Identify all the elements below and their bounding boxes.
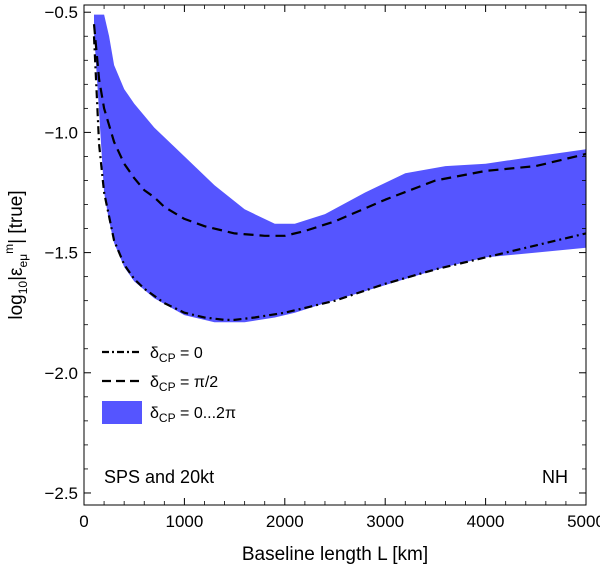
band-layer bbox=[94, 14, 586, 323]
series-line-dash-dot bbox=[92, 36, 586, 321]
y-tick-label: −0.5 bbox=[44, 3, 78, 22]
x-tick-label: 5000 bbox=[567, 512, 600, 531]
plot-frame bbox=[83, 4, 587, 506]
x-tick-label: 4000 bbox=[467, 512, 505, 531]
series-line-dashed bbox=[92, 24, 586, 237]
legend-label-dcp-range: δCP = 0...2π bbox=[150, 405, 236, 425]
series-band-dcp-range bbox=[94, 14, 586, 323]
y-tick-label: −2.5 bbox=[44, 484, 78, 503]
y-tick-label: −1.0 bbox=[44, 123, 78, 142]
y-axis-title: log10|εeμm| [true] bbox=[2, 190, 30, 319]
legend: δCP = 0 δCP = π/2 δCP = 0...2π bbox=[102, 345, 236, 425]
legend-swatch-band bbox=[102, 401, 142, 424]
annotation-hierarchy: NH bbox=[542, 467, 568, 487]
line-layer bbox=[92, 24, 586, 321]
x-tick-label: 3000 bbox=[366, 512, 404, 531]
legend-label-dcp0: δCP = 0 bbox=[150, 345, 203, 365]
x-axis-title: Baseline length L [km] bbox=[242, 544, 428, 565]
y-tick-label: −2.0 bbox=[44, 364, 78, 383]
y-tick-label: −1.5 bbox=[44, 244, 78, 263]
legend-label-dcp-pi2: δCP = π/2 bbox=[150, 374, 218, 394]
tick-layer: 0 1000 2000 3000 4000 5000 −2.5 −2.0 −1.5 −1.0 −0.… bbox=[44, 3, 600, 531]
x-tick-label: 0 bbox=[79, 512, 88, 531]
annotation-setup: SPS and 20kt bbox=[104, 467, 214, 487]
x-tick-label: 2000 bbox=[266, 512, 304, 531]
x-tick-label: 1000 bbox=[165, 512, 203, 531]
